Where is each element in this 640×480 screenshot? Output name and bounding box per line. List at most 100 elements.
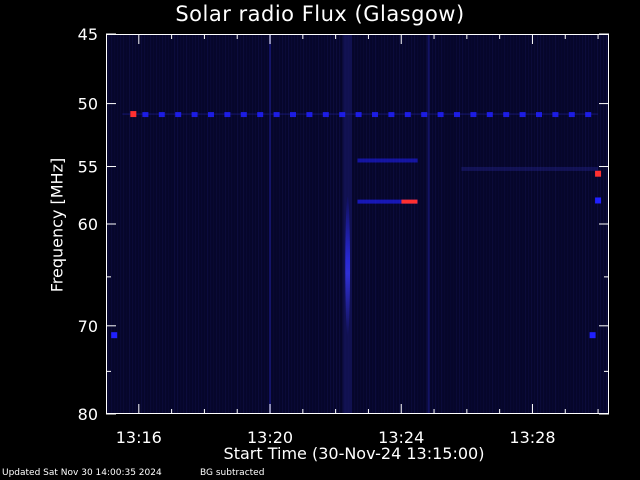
background-streak: [147, 35, 149, 413]
background-streak: [303, 35, 305, 413]
background-streak: [573, 35, 575, 413]
background-streak: [561, 35, 563, 413]
rfi-dash: [191, 112, 198, 118]
background-streak: [465, 35, 467, 413]
background-streak: [372, 35, 374, 413]
background-streak: [339, 35, 341, 413]
background-streak: [393, 35, 395, 413]
rfi-dash: [585, 112, 592, 118]
background-streak: [447, 35, 449, 413]
rfi-dash: [372, 112, 379, 118]
hot-spot: [130, 111, 137, 118]
background-streak: [159, 35, 161, 413]
background-streak: [534, 35, 536, 413]
background-streak: [183, 35, 185, 413]
emission-band-peak: [401, 199, 418, 204]
background-streak: [321, 35, 323, 413]
background-streak: [522, 35, 524, 413]
rfi-dash: [454, 112, 461, 118]
rfi-dash: [404, 112, 411, 118]
rfi-dash: [142, 112, 149, 118]
background-streak: [228, 35, 230, 413]
background-streak: [336, 35, 338, 413]
rfi-dash: [470, 112, 477, 118]
background-streak: [354, 35, 356, 413]
background-streak: [462, 35, 464, 413]
x-tick-label: 13:20: [247, 428, 293, 447]
background-streak: [429, 35, 431, 413]
emission-band: [357, 199, 418, 204]
background-streak: [405, 35, 407, 413]
background-streak: [585, 35, 587, 413]
background-streak: [588, 35, 590, 413]
background-streak: [123, 35, 125, 413]
hot-spot: [595, 170, 602, 177]
background-streak: [426, 35, 428, 413]
rfi-dash: [306, 112, 313, 118]
chart-title: Solar radio Flux (Glasgow): [175, 2, 465, 26]
background-streak: [552, 35, 554, 413]
y-tick-label: 60: [78, 215, 98, 234]
background-streak: [459, 35, 461, 413]
background-streak: [288, 35, 290, 413]
rfi-dash: [552, 112, 559, 118]
background-streak: [363, 35, 365, 413]
background-streak: [198, 35, 200, 413]
background-streak: [141, 35, 143, 413]
background-streak: [297, 35, 299, 413]
vertical-interference-line: [427, 35, 430, 413]
background-streak: [489, 35, 491, 413]
background-streak: [438, 35, 440, 413]
background-streak: [153, 35, 155, 413]
background-streak: [450, 35, 452, 413]
hot-spot: [595, 197, 602, 204]
background-streak: [555, 35, 557, 413]
background-streak: [444, 35, 446, 413]
background-streak: [570, 35, 572, 413]
x-tick-label: 13:24: [378, 428, 424, 447]
background-streak: [195, 35, 197, 413]
rfi-dash: [421, 112, 428, 118]
background-streak: [390, 35, 392, 413]
background-streak: [216, 35, 218, 413]
background-streak: [222, 35, 224, 413]
emission-band: [461, 166, 599, 171]
background-streak: [582, 35, 584, 413]
background-streak: [486, 35, 488, 413]
burst-peak: [345, 196, 351, 337]
rfi-dash: [273, 112, 280, 118]
updated-timestamp: Updated Sat Nov 30 14:00:35 2024: [2, 468, 162, 478]
background-streak: [516, 35, 518, 413]
y-tick-label: 70: [78, 317, 98, 336]
x-tick-label: 13:16: [116, 428, 162, 447]
background-streak: [423, 35, 425, 413]
y-tick-label: 80: [78, 405, 98, 424]
background-streak: [264, 35, 266, 413]
background-streak: [177, 35, 179, 413]
background-streak: [219, 35, 221, 413]
background-streak: [306, 35, 308, 413]
rfi-dash: [388, 112, 395, 118]
rfi-dash: [503, 112, 510, 118]
background-streak: [165, 35, 167, 413]
background-streak: [504, 35, 506, 413]
background-streak: [543, 35, 545, 413]
background-streak: [150, 35, 152, 413]
rfi-dash: [519, 112, 526, 118]
rfi-dash: [437, 112, 444, 118]
background-streak: [498, 35, 500, 413]
background-streak: [366, 35, 368, 413]
background-streak: [171, 35, 173, 413]
background-streak: [402, 35, 404, 413]
background-streak: [324, 35, 326, 413]
heatmap-layer: [108, 35, 608, 413]
emission-band: [357, 158, 418, 163]
background-streak: [318, 35, 320, 413]
hot-spot: [589, 332, 596, 339]
background-streak: [501, 35, 503, 413]
background-streak: [495, 35, 497, 413]
rfi-dash: [322, 112, 329, 118]
background-streak: [192, 35, 194, 413]
background-streak: [162, 35, 164, 413]
